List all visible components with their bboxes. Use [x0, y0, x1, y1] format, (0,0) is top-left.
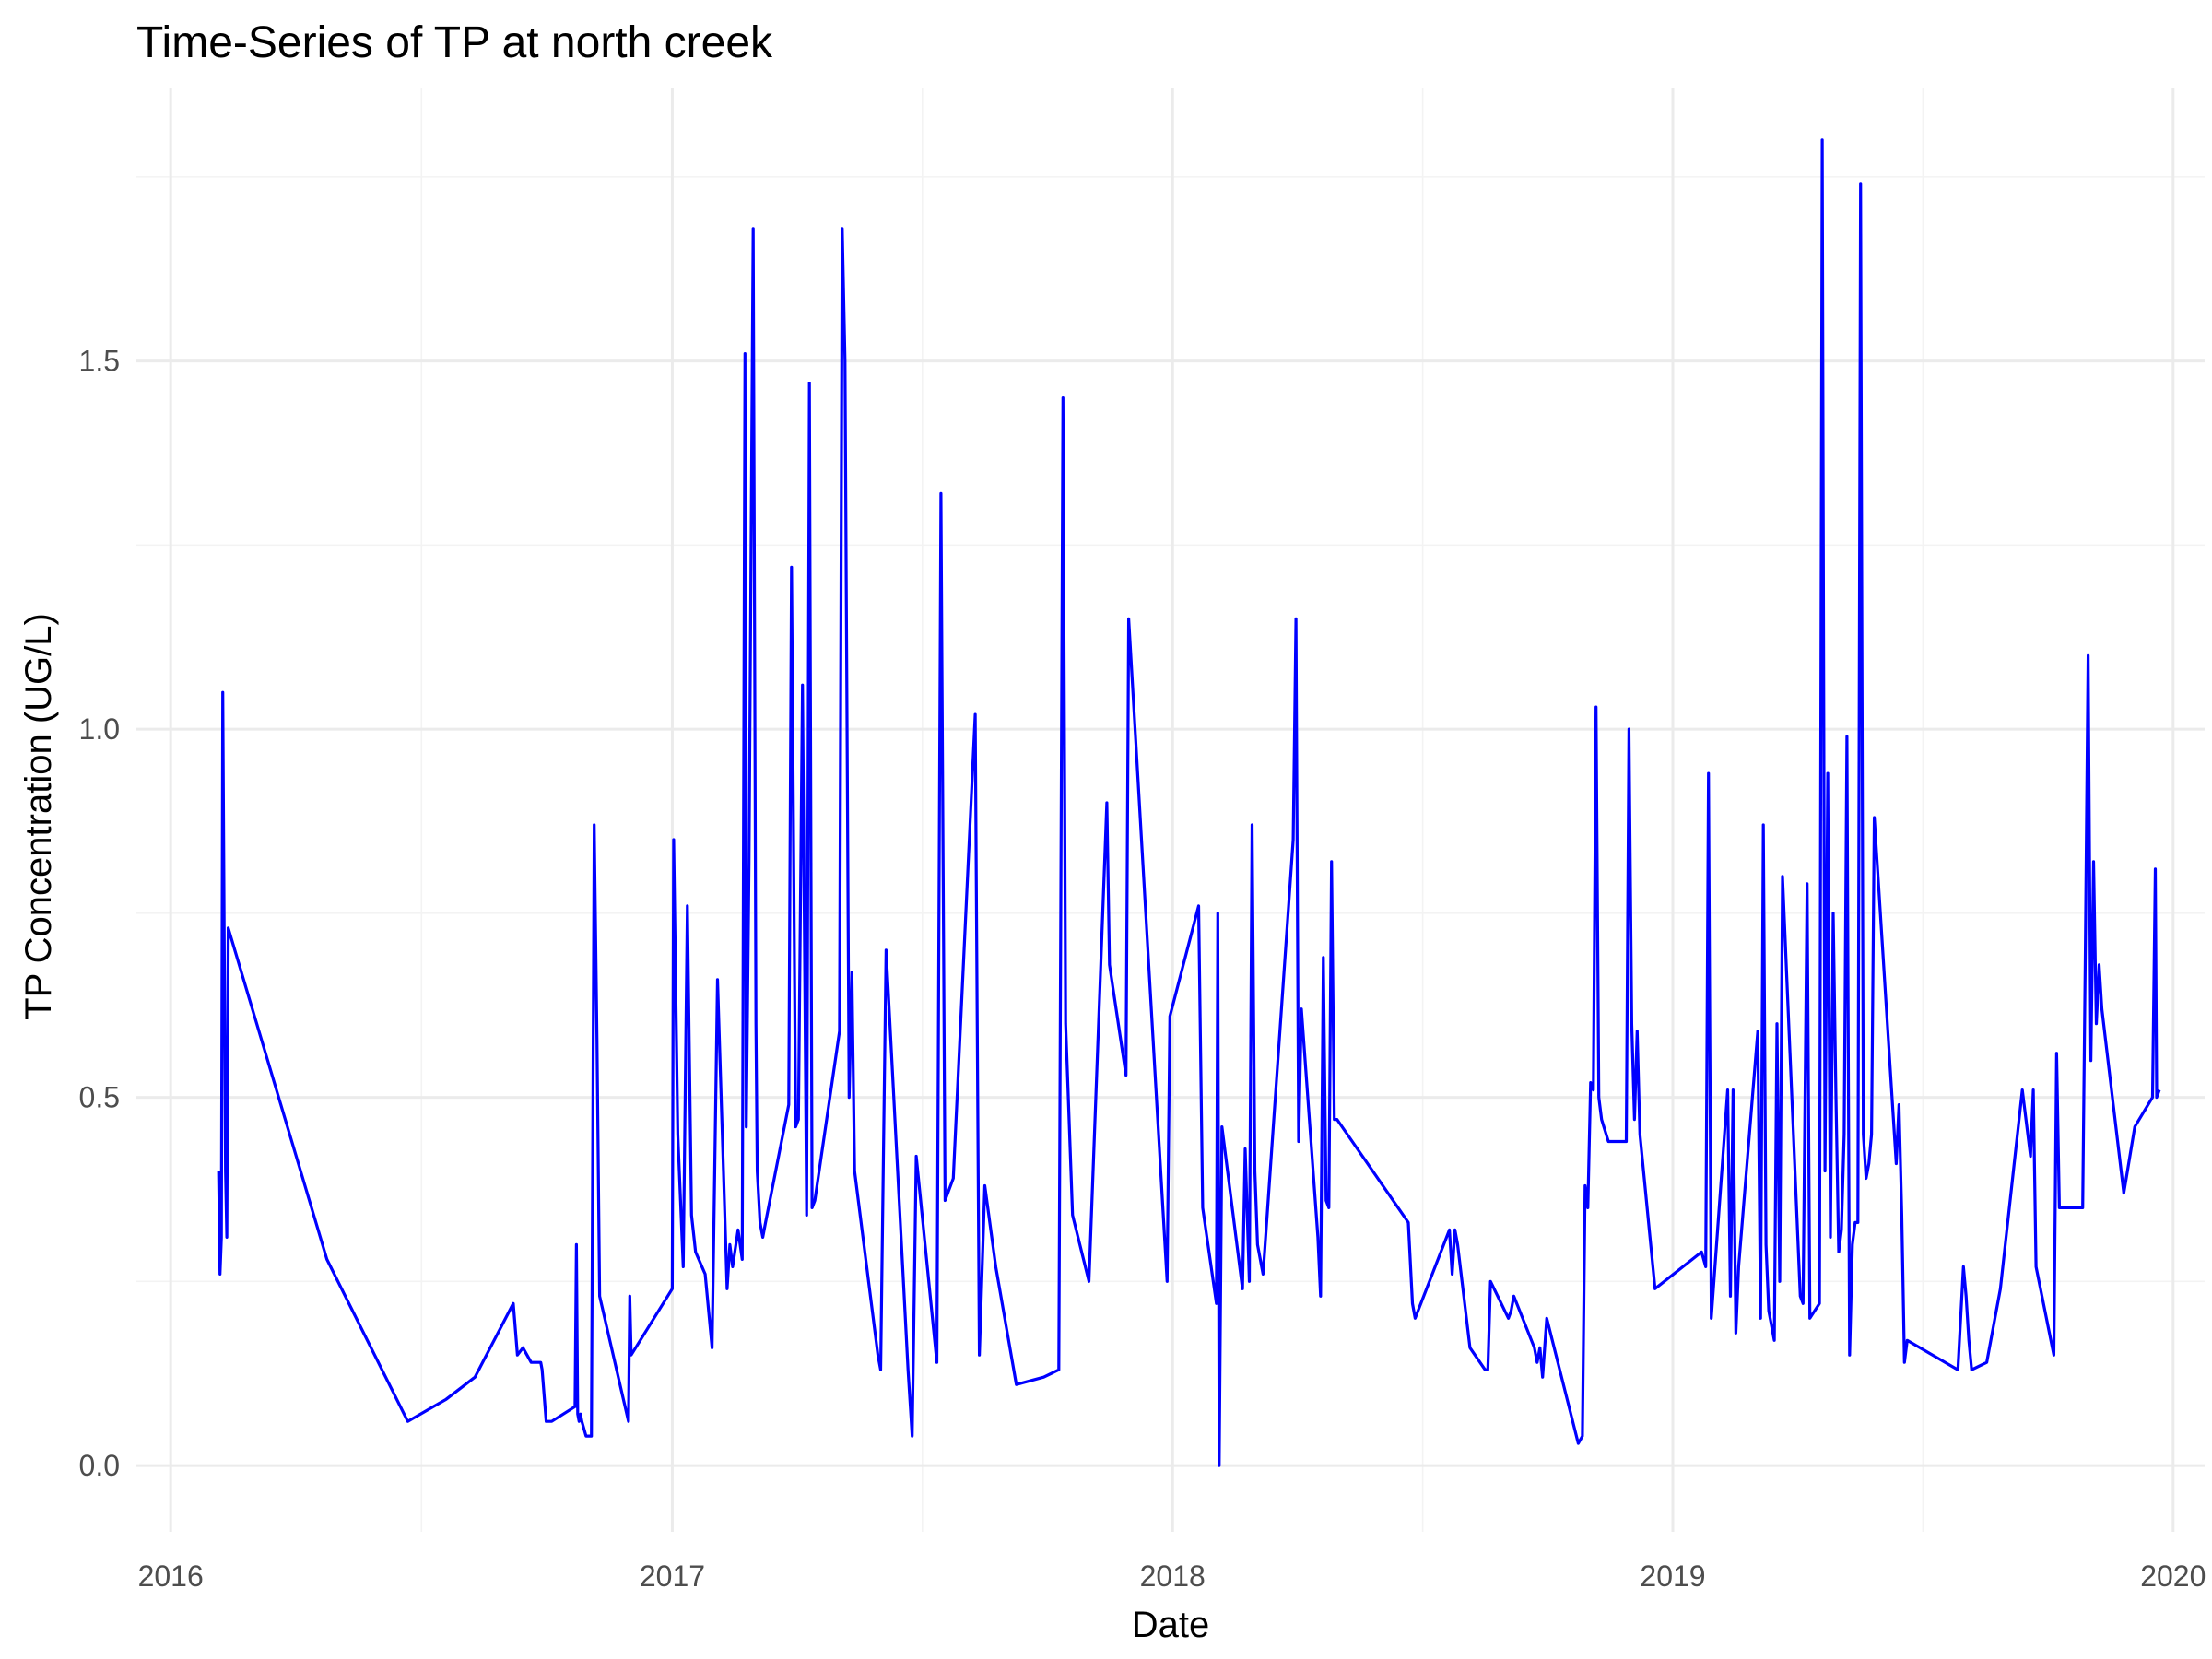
y-tick-label: 1.5 — [79, 345, 120, 378]
x-tick-label: 2016 — [138, 1559, 204, 1593]
x-axis-title: Date — [1132, 1605, 1210, 1645]
y-tick-label: 0.0 — [79, 1449, 120, 1482]
y-axis-ticks: 0.0 0.5 1.0 1.5 — [79, 345, 120, 1482]
x-tick-label: 2020 — [2140, 1559, 2206, 1593]
x-axis-ticks: 2016 2017 2018 2019 2020 — [138, 1559, 2206, 1593]
x-tick-label: 2018 — [1140, 1559, 1206, 1593]
chart-title: Time-Series of TP at north creek — [136, 18, 773, 67]
x-tick-label: 2017 — [640, 1559, 705, 1593]
y-tick-label: 0.5 — [79, 1081, 120, 1114]
plot-grid — [136, 88, 2205, 1532]
tp-series-line — [217, 138, 2161, 1467]
x-tick-label: 2019 — [1640, 1559, 1705, 1593]
y-tick-label: 1.0 — [79, 712, 120, 746]
y-axis-title: TP Concentration (UG/L) — [18, 613, 59, 1020]
